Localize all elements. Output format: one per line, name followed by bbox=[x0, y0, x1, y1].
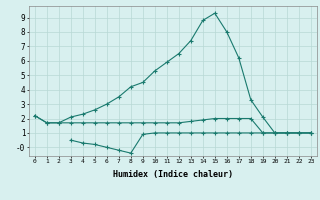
X-axis label: Humidex (Indice chaleur): Humidex (Indice chaleur) bbox=[113, 170, 233, 179]
